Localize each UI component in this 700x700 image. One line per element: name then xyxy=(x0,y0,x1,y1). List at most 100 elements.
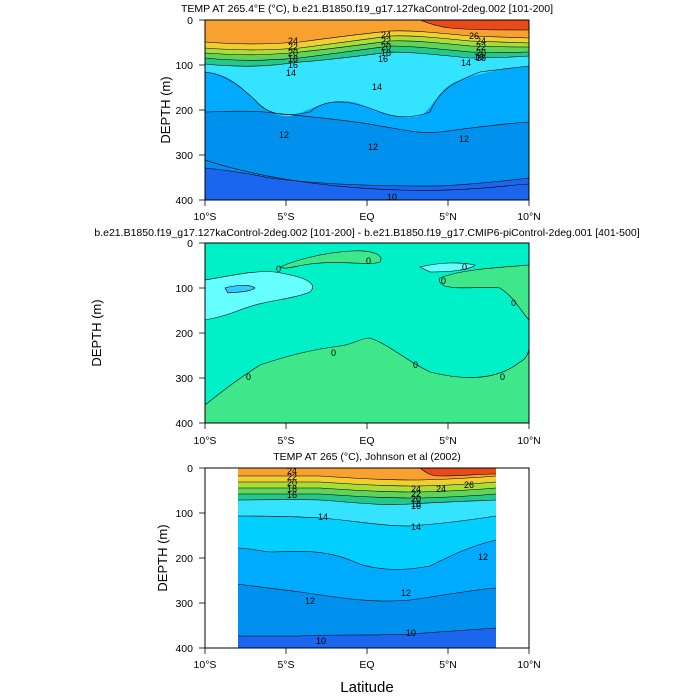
xtick: 10°S xyxy=(194,435,217,447)
clabel: 18 xyxy=(287,484,297,494)
panel-1-xticks: 10°S 5°S EQ 5°N 10°N xyxy=(194,211,541,223)
ytick: 400 xyxy=(175,195,193,207)
clabel: 14 xyxy=(286,68,296,78)
clabel: 22 xyxy=(381,36,391,46)
panel-1: TEMP AT 265.4°E (°C), b.e21.B1850.f19_g1… xyxy=(158,3,553,223)
xtick: 10°N xyxy=(517,435,540,447)
panel-1-title: TEMP AT 265.4°E (°C), b.e21.B1850.f19_g1… xyxy=(181,3,553,15)
clabel: 0 xyxy=(276,264,281,274)
clabel: 0 xyxy=(246,372,251,382)
isotherm-22 xyxy=(205,35,529,51)
panel-3-contour-labels: 24 22 20 18 16 14 12 10 24 22 20 18 16 1… xyxy=(287,466,488,646)
clabel: 18 xyxy=(381,48,391,58)
panel-2-ylabel: DEPTH (m) xyxy=(89,299,104,366)
clabel: 0 xyxy=(366,256,371,266)
positive-anomaly-east xyxy=(440,265,529,320)
isotherm-26 xyxy=(419,20,529,31)
panel-3-title: TEMP AT 265 (°C), Johnson et al (2002) xyxy=(273,451,460,463)
clabel: 14 xyxy=(318,512,328,522)
ytick: 200 xyxy=(175,553,193,565)
clabel: 24 xyxy=(287,466,297,476)
clabel: 16 xyxy=(287,490,297,500)
clabel: 0 xyxy=(500,372,505,382)
xtick: 5°S xyxy=(277,659,294,671)
isotherm-18 xyxy=(205,45,529,61)
negative-anomaly-core xyxy=(225,285,255,293)
clabel: 26 xyxy=(469,31,479,41)
panel-1-contour-lines xyxy=(205,20,529,191)
xtick: 10°N xyxy=(517,211,540,223)
clabel: 0 xyxy=(413,360,418,370)
clabel: 14 xyxy=(411,522,421,532)
panel-3-tickmarks xyxy=(199,467,530,654)
clabel: 20 xyxy=(381,42,391,52)
xtick: EQ xyxy=(359,659,374,671)
ytick: 100 xyxy=(175,60,193,72)
panel-3-xticks: 10°S 5°S EQ 5°N 10°N xyxy=(194,659,541,671)
clabel: 12 xyxy=(305,596,315,606)
clabel: 22 xyxy=(411,489,421,499)
isotherm-20 xyxy=(205,40,529,56)
clabel: 14 xyxy=(461,58,471,68)
clabel: 24 xyxy=(436,484,446,494)
panel-2-contour-lines xyxy=(205,250,529,406)
xtick: 10°N xyxy=(517,659,540,671)
xtick: 5°N xyxy=(439,211,457,223)
clabel: 0 xyxy=(441,276,446,286)
clabel: 0 xyxy=(462,262,467,272)
clabel: 0 xyxy=(331,348,336,358)
negative-anomaly-east xyxy=(420,262,475,272)
ytick: 400 xyxy=(175,643,193,655)
clabel: 12 xyxy=(368,142,378,152)
xtick: 5°N xyxy=(439,659,457,671)
panel-2-tickmarks xyxy=(199,242,530,429)
clabel: 24 xyxy=(288,36,298,46)
clabel: 12 xyxy=(401,588,411,598)
clabel: 24 xyxy=(411,484,421,494)
clabel: 20 xyxy=(411,494,421,504)
ytick: 0 xyxy=(187,463,193,475)
isotherm-12 xyxy=(205,110,529,133)
positive-anomaly-top xyxy=(280,250,381,269)
clabel: 16 xyxy=(378,54,388,64)
clabel: 12 xyxy=(478,552,488,562)
ytick: 300 xyxy=(175,373,193,385)
negative-anomaly-west xyxy=(205,271,313,320)
panel-2-contour-fill xyxy=(205,243,529,423)
clabel: 12 xyxy=(459,134,469,144)
isotherm-24 xyxy=(205,30,529,45)
xtick: 10°S xyxy=(194,659,217,671)
clabel: 20 xyxy=(476,48,486,58)
clabel: 18 xyxy=(288,54,298,64)
xtick: 5°S xyxy=(277,435,294,447)
xtick: EQ xyxy=(359,435,374,447)
isotherm-10 xyxy=(205,159,529,191)
panel-3-contour-fill xyxy=(237,468,497,648)
clabel: 16 xyxy=(288,60,298,70)
panel-2-contour-labels: 0 0 0 0 0 0 0 0 0 xyxy=(246,256,516,382)
panel-3-yticks: 0 100 200 300 400 xyxy=(175,463,193,655)
clabel: 14 xyxy=(372,82,382,92)
panel-2-yticks: 0 100 200 300 400 xyxy=(175,238,193,430)
ytick: 100 xyxy=(175,508,193,520)
clabel: 20 xyxy=(288,48,298,58)
ytick: 0 xyxy=(187,238,193,250)
panel-1-contour-fill xyxy=(205,20,529,200)
clabel: 22 xyxy=(288,42,298,52)
clabel: 10 xyxy=(387,192,397,202)
ytick: 0 xyxy=(187,15,193,27)
clabel: 0 xyxy=(511,298,516,308)
clabel: 18 xyxy=(411,499,421,509)
ytick: 200 xyxy=(175,105,193,117)
xtick: 5°N xyxy=(439,435,457,447)
panel-1-contour-labels: 24 22 20 18 16 14 12 10 24 22 20 18 16 1… xyxy=(279,30,486,202)
ytick: 100 xyxy=(175,283,193,295)
xtick: 10°S xyxy=(194,211,217,223)
panel-3: TEMP AT 265 (°C), Johnson et al (2002) xyxy=(155,451,541,696)
xtick: 5°S xyxy=(277,211,294,223)
ytick: 300 xyxy=(175,150,193,162)
panel-1-tickmarks xyxy=(199,19,530,206)
positive-anomaly-bottom xyxy=(205,338,529,423)
band-26-28 xyxy=(420,468,496,476)
